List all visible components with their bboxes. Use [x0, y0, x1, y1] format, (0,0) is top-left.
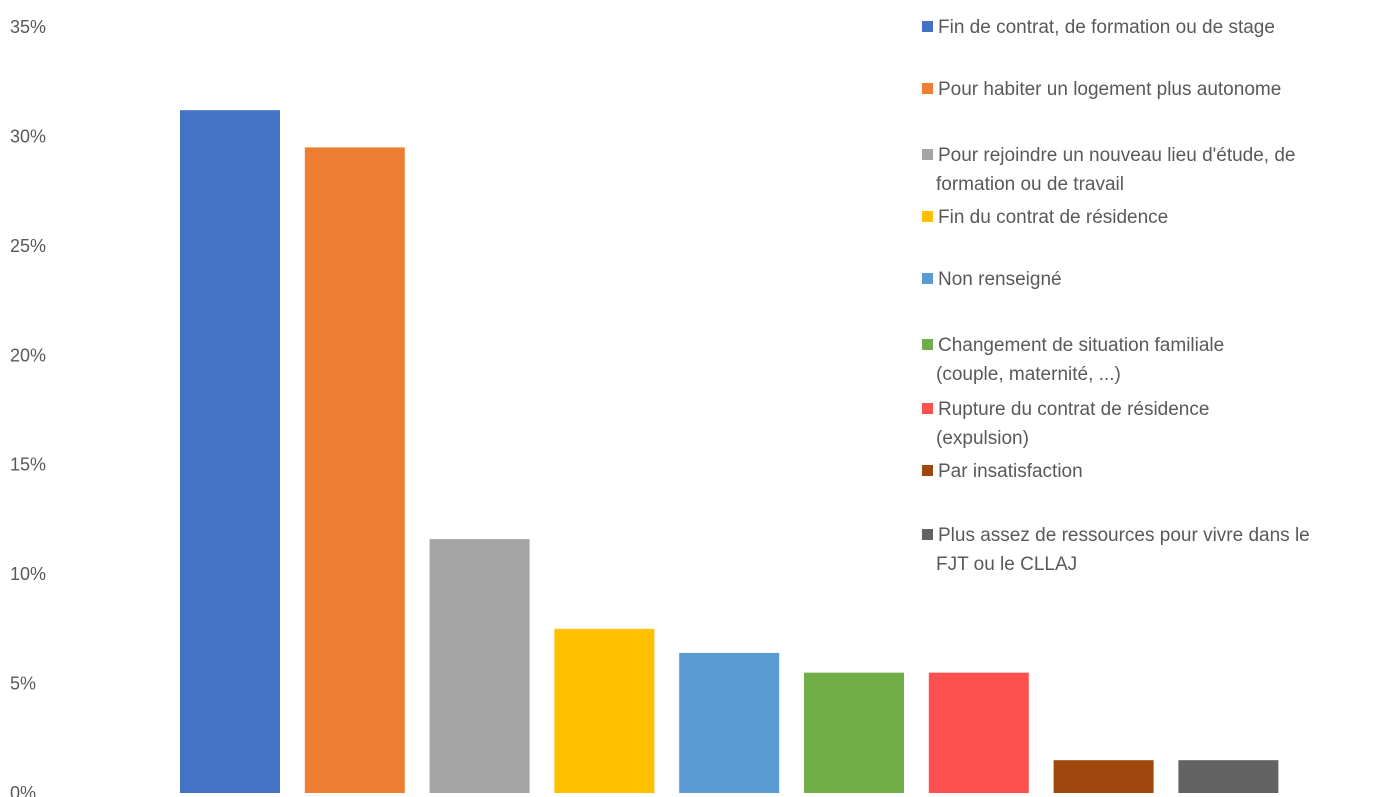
legend-label: Pour habiter un logement plus autonome	[938, 79, 1281, 100]
y-axis: 0% 5% 10% 15% 20% 25% 30% 35%	[10, 17, 46, 797]
y-tick-label: 25%	[10, 236, 46, 256]
legend-swatch	[922, 211, 933, 222]
y-tick-label: 20%	[10, 345, 46, 365]
bars	[180, 110, 1279, 793]
legend-item: Non renseigné	[922, 269, 1062, 290]
bar	[429, 539, 530, 793]
legend-swatch	[922, 21, 933, 32]
legend-label: Pour rejoindre un nouveau lieu d'étude, …	[938, 145, 1296, 166]
y-tick-label: 0%	[10, 783, 36, 797]
bar	[554, 628, 655, 793]
bar	[804, 672, 904, 793]
legend-label: Plus assez de ressources pour vivre dans…	[938, 525, 1310, 546]
bar	[928, 672, 1029, 793]
legend-swatch	[922, 273, 933, 284]
legend-item: Fin du contrat de résidence	[922, 207, 1168, 228]
y-tick-label: 5%	[10, 674, 36, 694]
legend-label: FJT ou le CLLAJ	[936, 554, 1077, 575]
legend-item: Pour rejoindre un nouveau lieu d'étude, …	[922, 145, 1296, 195]
legend-item: Pour habiter un logement plus autonome	[922, 79, 1281, 100]
y-tick-label: 15%	[10, 455, 46, 475]
bar	[304, 147, 405, 793]
legend-swatch	[922, 339, 933, 350]
legend-item: Plus assez de ressources pour vivre dans…	[922, 525, 1310, 575]
bar	[679, 652, 780, 793]
legend-item: Rupture du contrat de résidence (expulsio…	[922, 399, 1209, 449]
legend-label: Fin de contrat, de formation ou de stage	[938, 17, 1275, 38]
legend-swatch	[922, 403, 933, 414]
legend: Fin de contrat, de formation ou de stage…	[922, 17, 1310, 575]
legend-label: Fin du contrat de résidence	[938, 207, 1168, 228]
legend-item: Par insatisfaction	[922, 461, 1083, 482]
legend-label: Non renseigné	[938, 269, 1062, 290]
legend-item: Fin de contrat, de formation ou de stage	[922, 17, 1275, 38]
legend-label: Rupture du contrat de résidence	[938, 399, 1209, 420]
legend-swatch	[922, 465, 933, 476]
legend-label: (couple, maternité, ...)	[936, 364, 1121, 385]
y-tick-label: 30%	[10, 126, 46, 146]
y-tick-label: 10%	[10, 564, 46, 584]
bar	[180, 110, 280, 793]
legend-label: (expulsion)	[936, 428, 1029, 449]
bar	[1178, 760, 1279, 793]
y-tick-label: 35%	[10, 17, 46, 37]
legend-label: formation ou de travail	[936, 174, 1124, 195]
bar	[1053, 760, 1154, 793]
legend-swatch	[922, 529, 933, 540]
legend-swatch	[922, 83, 933, 94]
legend-item: Changement de situation familiale (couple…	[922, 335, 1224, 385]
legend-label: Changement de situation familiale	[938, 335, 1224, 356]
legend-label: Par insatisfaction	[938, 461, 1083, 482]
legend-swatch	[922, 149, 933, 160]
